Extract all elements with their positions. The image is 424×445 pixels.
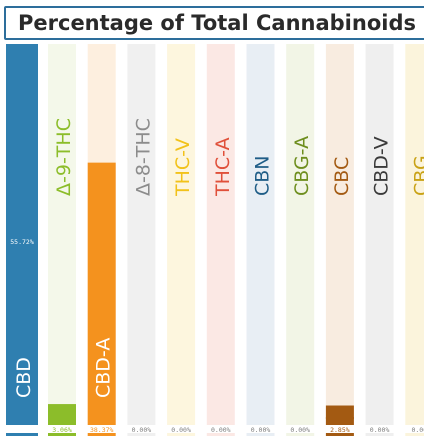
category-label-cbg: CBG bbox=[410, 155, 424, 196]
category-label-cbc: CBC bbox=[331, 157, 353, 196]
value-label-thc-a: 0.00% bbox=[211, 426, 231, 434]
bar-foot-thc-a bbox=[206, 433, 235, 436]
bar-track-thc-a bbox=[206, 44, 235, 425]
bar-track-cbd-v bbox=[365, 44, 394, 425]
value-label-cbg: 0.00 bbox=[411, 426, 424, 434]
bar-cbc bbox=[325, 405, 354, 425]
bar-delta-9-thc bbox=[48, 404, 76, 425]
value-label-cbg-a: 0.00% bbox=[290, 426, 310, 434]
bar-track-cbg-a bbox=[286, 44, 315, 425]
bar-foot-cbg bbox=[405, 433, 424, 436]
bar-track-cbc bbox=[325, 44, 354, 425]
bar-foot-delta-8-thc bbox=[127, 433, 156, 436]
bar-track-delta-9-thc bbox=[48, 44, 76, 425]
value-label-cbd-a: 38.37% bbox=[90, 426, 114, 434]
category-label-cbd: CBD bbox=[13, 357, 35, 398]
category-label-cbd-a: CBD-A bbox=[93, 338, 115, 398]
category-label-thc-v: THC-V bbox=[172, 138, 194, 197]
bar-foot-cbg-a bbox=[286, 433, 315, 436]
bar-foot-cbd bbox=[6, 433, 38, 436]
category-label-cbd-v: CBD-V bbox=[371, 136, 393, 196]
bar-foot-thc-v bbox=[167, 433, 196, 436]
category-label-thc-a: THC-A bbox=[212, 137, 234, 197]
bar-cbd-a bbox=[87, 162, 116, 426]
chart-title-box: Percentage of Total Cannabinoids bbox=[4, 6, 424, 40]
value-label-cbn: 0.00% bbox=[251, 426, 271, 434]
value-label-cbd-v: 0.00% bbox=[370, 426, 390, 434]
value-label-cbc: 2.85% bbox=[330, 426, 350, 434]
bar-track-cbn bbox=[246, 44, 275, 425]
bar-track-thc-v bbox=[167, 44, 196, 425]
bar-cbd bbox=[6, 44, 38, 425]
bar-foot-cbd-a bbox=[87, 433, 116, 436]
bar-track-cbg bbox=[405, 44, 424, 425]
bar-foot-cbn bbox=[246, 433, 275, 436]
bar-cap-cbc bbox=[325, 417, 354, 419]
category-label-delta-9-thc: Δ-9-THC bbox=[53, 118, 75, 196]
category-label-cbg-a: CBG-A bbox=[291, 136, 313, 196]
bar-foot-cbc bbox=[325, 433, 354, 436]
bar-foot-cbd-v bbox=[365, 433, 394, 436]
value-label-cbd: 55.72% bbox=[10, 238, 34, 246]
chart-title: Percentage of Total Cannabinoids bbox=[18, 11, 416, 35]
category-label-delta-8-thc: Δ-8-THC bbox=[132, 118, 154, 196]
value-label-thc-v: 0.00% bbox=[171, 426, 191, 434]
bar-cap-delta-9-thc bbox=[48, 417, 76, 419]
category-label-cbn: CBN bbox=[252, 155, 274, 196]
bar-track-delta-8-thc bbox=[127, 44, 156, 425]
value-label-delta-8-thc: 0.00% bbox=[132, 426, 152, 434]
bar-foot-delta-9-thc bbox=[48, 433, 76, 436]
value-label-delta-9-thc: 3.06% bbox=[52, 426, 72, 434]
